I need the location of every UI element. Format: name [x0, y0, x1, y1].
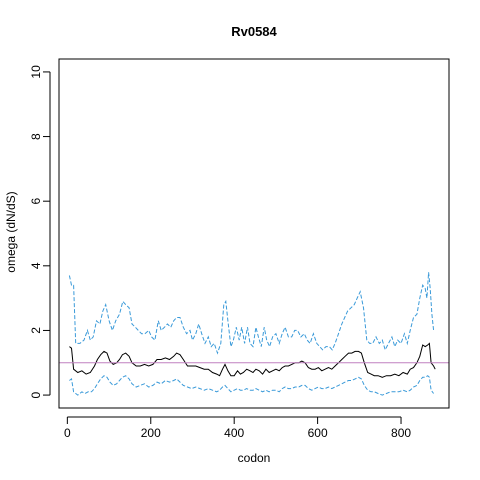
series-line-lower	[69, 375, 434, 396]
y-tick-label: 10	[29, 65, 43, 79]
series-line-mean	[69, 342, 436, 378]
y-tick-label: 6	[29, 198, 43, 205]
x-tick-label: 0	[64, 426, 71, 440]
y-tick-label: 0	[29, 391, 43, 398]
chart-title: Rv0584	[231, 24, 277, 39]
x-axis: 0 200 400 600 800	[64, 416, 411, 440]
y-axis: 0 2 4 6 8 10	[29, 65, 51, 398]
plot-area	[59, 272, 449, 396]
y-tick-label: 4	[29, 262, 43, 269]
series-line-upper	[68, 272, 435, 355]
y-tick-label: 2	[29, 327, 43, 334]
x-tick-label: 400	[224, 426, 244, 440]
x-tick-label: 200	[141, 426, 161, 440]
y-axis-label: omega (dN/dS)	[4, 191, 18, 272]
plot-frame	[58, 58, 450, 409]
y-tick-label: 8	[29, 133, 43, 140]
x-tick-label: 800	[391, 426, 411, 440]
x-axis-label: codon	[238, 451, 271, 465]
x-tick-label: 600	[308, 426, 328, 440]
